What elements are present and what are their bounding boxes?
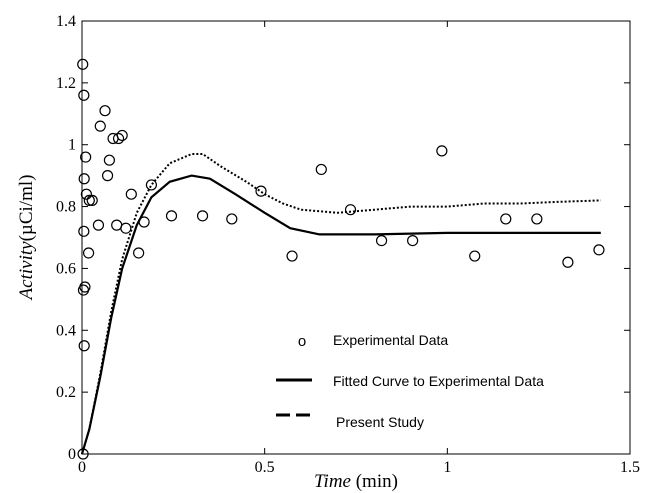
experimental-data-point	[116, 129, 128, 142]
experimental-data-point	[99, 105, 111, 117]
experimental-data-point	[78, 225, 90, 237]
x-tick-label: 0.5	[255, 459, 275, 476]
experimental-data-point	[407, 234, 419, 247]
experimental-data-point	[83, 194, 95, 206]
x-axis-label: Time (min)	[314, 471, 398, 492]
experimental-data-point	[562, 256, 574, 268]
y-tick-label: 1.2	[56, 75, 76, 92]
present-study-line	[81, 153, 601, 455]
y-tick-label: 0.4	[56, 322, 76, 339]
x-axis-label-name: Time	[314, 471, 351, 492]
axis-tick-labels: 0 0.5 1 1.5 0 0.2 0.4 0.6 0.8 1 1.2 1.4	[56, 13, 640, 476]
experimental-data-point	[531, 213, 543, 225]
experimental-data-point	[101, 170, 114, 182]
series-points	[77, 58, 605, 460]
x-tick-label: 1.5	[620, 459, 640, 476]
experimental-data-point	[77, 448, 89, 460]
experimental-data-point	[315, 163, 327, 176]
experimental-data-point	[77, 284, 90, 296]
y-axis-label-unit: (µCi/ml)	[16, 175, 37, 242]
experimental-data-point	[226, 213, 238, 225]
x-tick-label: 0	[78, 459, 86, 476]
experimental-data-point	[165, 210, 178, 222]
x-tick-label: 1	[443, 459, 451, 476]
experimental-data-point	[78, 173, 90, 185]
experimental-data-point	[78, 340, 90, 352]
experimental-data-point	[593, 244, 605, 256]
experimental-data-point	[125, 188, 137, 200]
experimental-data-point	[133, 247, 145, 259]
y-tick-label: 1	[68, 137, 76, 154]
experimental-data-point	[344, 204, 357, 216]
experimental-data-point	[78, 89, 90, 101]
experimental-data-point	[120, 222, 132, 234]
experimental-data-point	[112, 132, 125, 145]
legend-label-fitted: Fitted Curve to Experimental Data	[333, 373, 544, 389]
experimental-data-point	[500, 213, 512, 225]
experimental-data-point	[77, 58, 89, 70]
y-tick-label: 0.8	[56, 199, 76, 216]
experimental-data-point	[103, 154, 116, 166]
experimental-data-point	[145, 179, 158, 191]
experimental-data-point	[92, 219, 105, 231]
legend-label-present: Present Study	[336, 414, 424, 430]
experimental-data-point	[86, 194, 98, 206]
y-axis-label-name: Activity	[16, 241, 37, 302]
series-lines	[80, 153, 601, 455]
legend: o Experimental Data Fitted Curve to Expe…	[276, 332, 544, 430]
y-tick-label: 0.6	[56, 260, 76, 277]
y-tick-label: 0	[68, 446, 76, 463]
experimental-data-point	[196, 210, 209, 222]
experimental-data-point	[375, 234, 388, 247]
legend-label-experimental: Experimental Data	[333, 332, 448, 348]
experimental-data-point	[80, 188, 92, 200]
axis-ticks	[81, 20, 631, 455]
y-axis-label: Activity(µCi/ml)	[16, 175, 37, 302]
experimental-data-point	[436, 145, 448, 157]
experimental-data-point	[138, 216, 150, 228]
y-tick-label: 1.4	[56, 13, 76, 30]
plot-frame	[81, 20, 631, 455]
experimental-data-point	[469, 250, 481, 262]
experimental-data-point	[94, 120, 106, 132]
fitted-curve-line	[80, 174, 601, 455]
experimental-data-point	[286, 250, 298, 262]
x-axis-label-unit: (min)	[351, 471, 398, 492]
y-tick-label: 0.2	[56, 384, 76, 401]
plot-area	[81, 20, 631, 455]
experimental-data-point	[80, 151, 92, 163]
legend-marker-experimental: o	[298, 333, 306, 350]
experimental-data-point	[82, 247, 95, 259]
experimental-data-point	[111, 219, 123, 231]
experimental-data-point	[255, 185, 267, 197]
